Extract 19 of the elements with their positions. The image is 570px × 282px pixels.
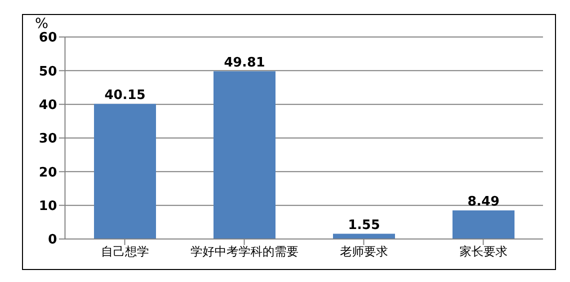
x-tick-label: 老师要求	[340, 244, 388, 259]
y-axis-title: %	[35, 16, 48, 32]
data-label: 49.81	[224, 55, 266, 70]
y-tick-label: 20	[38, 165, 57, 180]
data-label: 1.55	[348, 218, 380, 233]
y-tick-label: 30	[38, 132, 57, 147]
bar	[94, 104, 156, 239]
bar	[214, 71, 276, 239]
x-tick-label: 学好中考学科的需要	[190, 244, 298, 259]
x-tick-label: 自己想学	[100, 244, 149, 259]
data-label: 40.15	[104, 88, 146, 103]
y-tick-label: 10	[38, 198, 57, 214]
y-tick-label: 40	[38, 98, 57, 113]
y-tick-label: 0	[48, 232, 57, 248]
data-label: 8.49	[467, 194, 500, 210]
y-tick-label: 60	[38, 30, 57, 46]
bar	[452, 210, 514, 239]
x-tick-label: 家长要求	[459, 244, 508, 259]
y-tick-label: 50	[38, 64, 57, 80]
